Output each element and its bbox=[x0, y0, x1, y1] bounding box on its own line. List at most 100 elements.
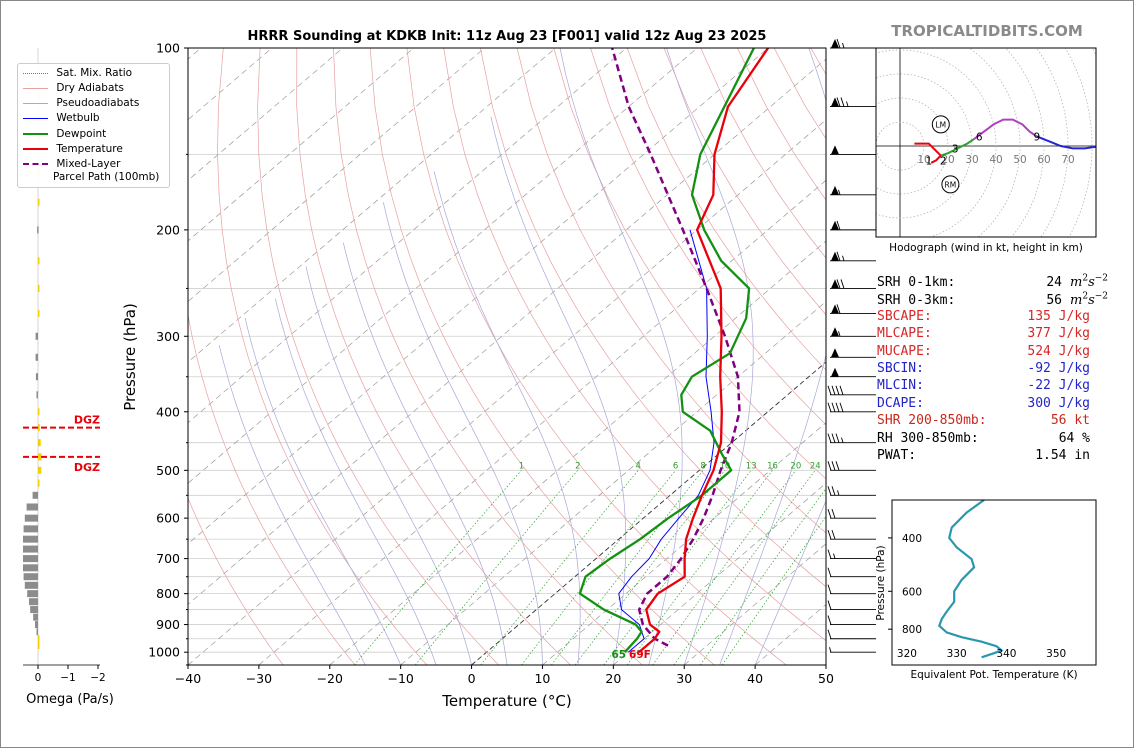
hodograph-trace: LM RM 1 23 6 9 bbox=[914, 115, 1096, 194]
wind-barb-full bbox=[835, 461, 840, 471]
y-tick-label: 500 bbox=[156, 463, 180, 478]
y-tick-label: 600 bbox=[156, 511, 180, 526]
stat-row: RH 300-850mb: 64 % bbox=[877, 431, 1090, 446]
legend-item-parcel: Mixed-Layer bbox=[23, 158, 120, 170]
isotherm-line bbox=[188, 48, 556, 363]
isotherm-line bbox=[188, 119, 826, 665]
stat-label: SRH 0-3km: bbox=[877, 292, 956, 308]
stat-unit: m2s−2 bbox=[1070, 274, 1109, 291]
wind-barb bbox=[830, 97, 876, 108]
wind-barb-half bbox=[842, 255, 845, 261]
wind-barb bbox=[830, 348, 876, 358]
omega-bar bbox=[38, 198, 40, 206]
wind-barb-pennant bbox=[831, 145, 839, 155]
x-tick-label: 50 bbox=[818, 671, 834, 686]
hodograph-ring bbox=[1064, 48, 1093, 237]
wind-barb-full bbox=[831, 461, 836, 471]
omega-bar bbox=[35, 373, 38, 381]
wind-barb-full bbox=[840, 279, 845, 289]
temperature-line bbox=[638, 48, 770, 654]
pseudoadiabat-line bbox=[382, 202, 543, 665]
x-tick-label: 20 bbox=[605, 671, 621, 686]
theta-e-y-tick-label: 400 bbox=[902, 533, 922, 545]
wind-barb-full bbox=[827, 461, 832, 471]
mixing-ratio-line bbox=[700, 487, 826, 665]
wind-barb bbox=[830, 185, 876, 196]
dry-adiabat-line bbox=[257, 48, 499, 665]
y-tick-label: 300 bbox=[156, 329, 180, 344]
stat-label: MLCIN: bbox=[877, 378, 924, 394]
y-tick-label: 200 bbox=[156, 222, 180, 237]
hodograph-ring-label: 30 bbox=[965, 154, 978, 166]
wind-barb-full bbox=[831, 509, 836, 519]
wind-barb bbox=[830, 327, 876, 337]
stat-row: SBCAPE: 135 J/kg bbox=[877, 309, 1090, 324]
x-tick-label: −40 bbox=[175, 671, 201, 686]
legend-label: Pseudoadiabats bbox=[56, 97, 140, 109]
legend-label: Dry Adiabats bbox=[56, 82, 124, 94]
x-tick-label: −10 bbox=[387, 671, 413, 686]
dewpoint-line bbox=[578, 48, 755, 653]
skewt-profiles: 65 69F bbox=[578, 48, 770, 661]
x-tick-label: 10 bbox=[534, 671, 550, 686]
hodograph-ring-label: 60 bbox=[1037, 154, 1050, 166]
mixing-ratio-label: 4 bbox=[635, 461, 640, 471]
dgz-label-top: DGZ bbox=[74, 414, 100, 427]
stat-label: MUCAPE: bbox=[877, 343, 932, 359]
omega-bar bbox=[32, 491, 38, 499]
hodograph-ring bbox=[1004, 48, 1045, 237]
omega-bar bbox=[30, 606, 38, 614]
dry-adiabat-line bbox=[333, 48, 643, 665]
wind-barb bbox=[827, 461, 876, 471]
hodograph-ring bbox=[1035, 48, 1069, 237]
wind-barb-pennant bbox=[831, 97, 839, 107]
stat-row: PWAT: 1.54 in bbox=[877, 448, 1090, 463]
omega-bar bbox=[38, 309, 40, 317]
hodograph-segment bbox=[914, 142, 943, 164]
wind-barb-full bbox=[836, 38, 841, 49]
wind-barb bbox=[827, 385, 876, 396]
stat-value: 135 J/kg bbox=[1027, 308, 1090, 324]
theta-e-y-label: Pressure (hPa) bbox=[875, 545, 887, 620]
dry-adiabat-line bbox=[443, 48, 826, 642]
wind-barb bbox=[830, 145, 876, 155]
legend-item-sat-mix: Sat. Mix. Ratio bbox=[23, 67, 132, 81]
hodograph-ring bbox=[968, 48, 1021, 237]
isotherm-line bbox=[188, 58, 826, 605]
omega-bar bbox=[38, 453, 42, 461]
mixing-ratio-label: 8 bbox=[700, 461, 705, 471]
y-tick-label: 1000 bbox=[148, 645, 180, 660]
wind-barb bbox=[830, 220, 876, 231]
theta-e-y-tick-label: 800 bbox=[902, 624, 922, 636]
legend-item-parcel-line2: Parcel Path (100mb) bbox=[53, 171, 159, 183]
mixing-ratio-label: 20 bbox=[790, 461, 801, 471]
omega-bar bbox=[38, 408, 40, 416]
x-tick-label: 0 bbox=[468, 671, 476, 686]
dry-adiabat-line bbox=[663, 48, 826, 316]
isotherm-line bbox=[188, 48, 698, 484]
omega-bar bbox=[35, 332, 38, 340]
stat-value: 56 kt bbox=[1050, 413, 1090, 429]
x-tick-label: −20 bbox=[317, 671, 343, 686]
pseudoadiabat-line bbox=[559, 48, 683, 665]
hodograph-frame bbox=[875, 47, 1097, 238]
theta-e-panel: 320 330 340 350 400 600 800 bbox=[888, 499, 1066, 660]
omega-bar bbox=[35, 353, 38, 361]
omega-bar bbox=[26, 503, 38, 511]
omega-bar bbox=[38, 439, 41, 447]
wind-barb-pennant bbox=[831, 220, 839, 230]
dry-adiabat-line bbox=[296, 48, 571, 665]
wind-barb bbox=[827, 615, 876, 626]
omega-bar bbox=[38, 479, 40, 487]
legend-label: Dewpoint bbox=[56, 128, 107, 140]
hodograph-height-label: 9 bbox=[1033, 131, 1040, 143]
x-axis-label: Temperature (°C) bbox=[441, 692, 571, 710]
wind-barb-half bbox=[838, 331, 841, 337]
stat-value: 56 bbox=[1046, 292, 1062, 308]
wind-barb-full bbox=[827, 615, 832, 625]
wind-barb bbox=[827, 486, 876, 496]
pseudoadiabat-line bbox=[490, 116, 627, 665]
wind-barb-half bbox=[837, 490, 840, 496]
wind-barb-pennant bbox=[831, 185, 839, 195]
mixing-ratio-label: 16 bbox=[767, 461, 778, 471]
